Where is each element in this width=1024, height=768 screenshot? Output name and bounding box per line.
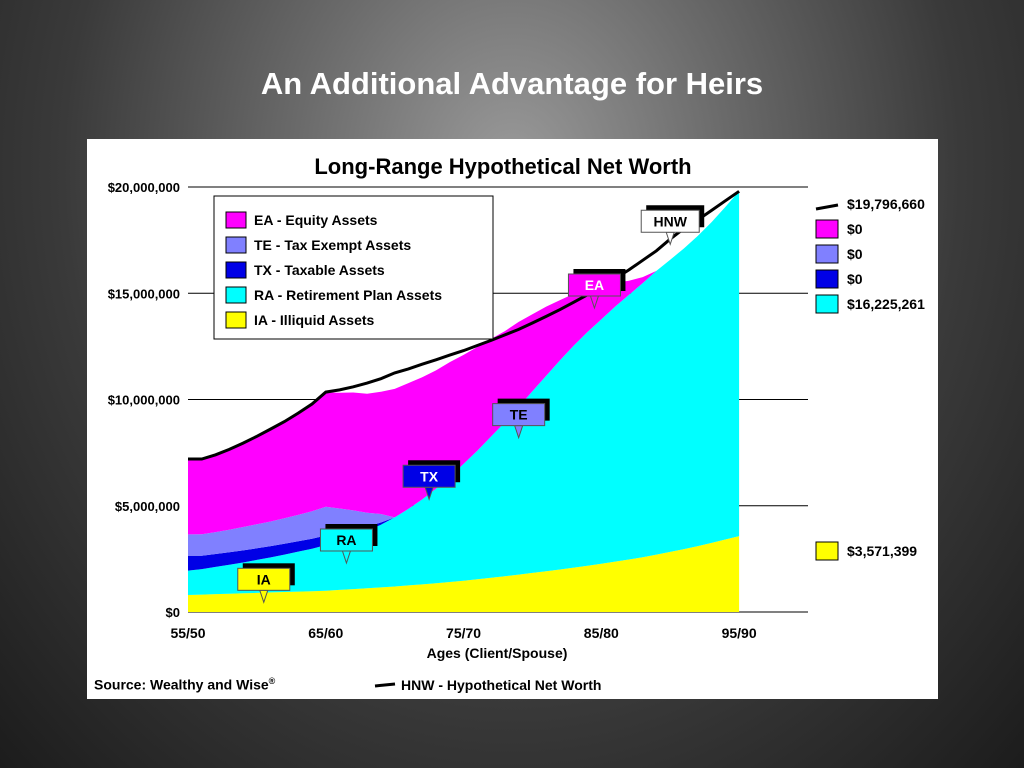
end-swatch-te [815,244,839,264]
slide-title: An Additional Advantage for Heirs [260,66,764,101]
y-tick-label: $5,000,000 [115,499,180,514]
legend-label-tx: TX - Taxable Assets [254,262,385,278]
area-ra [188,191,740,596]
callout-box [640,209,700,233]
legend-swatch-ea [225,211,247,229]
y-tick-label: $20,000,000 [108,180,180,195]
legend-box [213,195,494,340]
end-value-ia: $3,571,399 [847,543,917,559]
callout-box [567,273,621,297]
x-tick-label: 95/90 [722,625,757,641]
end-value-tx: $0 [847,271,863,287]
hnw-line [188,190,740,461]
end-value-ra: $16,225,261 [847,296,925,312]
callout-label: IA [257,571,271,587]
hnw-key-label: HNW - Hypothetical Net Worth [401,677,601,693]
registered-mark: ® [268,676,276,686]
legend-label-ia: IA - Illiquid Assets [254,312,375,328]
x-axis-title: Ages (Client/Spouse) [427,645,568,661]
legend-swatch-ia [225,311,247,329]
legend-label-ea: EA - Equity Assets [254,212,378,228]
chart-title: Long-Range Hypothetical Net Worth [314,154,691,179]
callout-label: TX [420,468,439,484]
y-tick-label: $0 [166,605,180,620]
callout-label: EA [585,277,604,293]
legend-label-ra: RA - Retirement Plan Assets [254,287,442,303]
legend-swatch-tx [225,261,247,279]
callout-ea: EA [567,269,626,310]
net-worth-chart: Long-Range Hypothetical Net Worth $20,00… [108,154,925,693]
callout-hnw: HNW [640,205,705,246]
callout-box [237,567,291,591]
legend-label-te: TE - Tax Exempt Assets [254,237,411,253]
source-note: Source: Wealthy and Wise® [94,676,275,693]
end-value-ea: $0 [847,221,863,237]
source-label: Source: Wealthy and Wise [94,676,269,693]
end-swatch-tx [815,269,839,289]
end-swatch-ra [815,294,839,314]
area-ea [188,191,740,535]
legend-swatch-te [225,236,247,254]
x-tick-label: 75/70 [446,625,481,641]
callout-label: TE [510,407,528,423]
end-marker-hnw [815,203,839,211]
callout-ia: IA [237,563,295,604]
end-value-te: $0 [847,246,863,262]
y-tick-label: $10,000,000 [108,393,180,408]
callout-label: HNW [654,213,688,229]
hnw-key-marker [374,682,396,688]
callout-box [402,464,456,488]
x-tick-label: 55/50 [170,625,205,641]
x-tick-label: 65/60 [308,625,343,641]
end-swatch-ia [815,541,839,561]
callout-ra: RA [319,524,378,565]
callout-te: TE [492,398,550,440]
callout-box [319,528,373,552]
y-tick-label: $15,000,000 [108,286,180,301]
x-tick-label: 85/80 [584,625,619,641]
end-swatch-ea [815,219,839,239]
callout-label: RA [336,532,356,548]
callout-box [492,403,546,427]
end-value-hnw: $19,796,660 [847,196,925,212]
area-ia [188,536,740,612]
callout-tx: TX [402,460,461,501]
chart-panel: Long-Range Hypothetical Net Worth $20,00… [87,139,938,699]
legend-swatch-ra [225,286,247,304]
